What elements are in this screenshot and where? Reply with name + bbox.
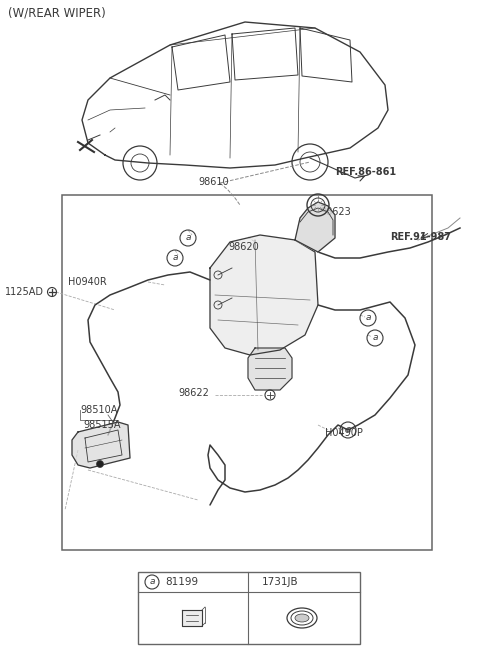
- Text: 98510A: 98510A: [80, 405, 118, 415]
- Bar: [138, 572, 360, 644]
- Polygon shape: [210, 235, 318, 355]
- Text: H0490P: H0490P: [325, 428, 363, 438]
- Text: 98610: 98610: [198, 177, 228, 187]
- Text: a: a: [345, 426, 351, 434]
- Text: REF.86-861: REF.86-861: [335, 167, 396, 177]
- Text: 81199: 81199: [165, 577, 198, 587]
- Text: a: a: [149, 578, 155, 587]
- Text: 1125AD: 1125AD: [5, 287, 44, 297]
- Text: a: a: [172, 254, 178, 263]
- Text: 98515A: 98515A: [83, 420, 120, 430]
- Text: 98620: 98620: [228, 242, 259, 252]
- Text: 1731JB: 1731JB: [262, 577, 299, 587]
- Polygon shape: [72, 422, 130, 468]
- Text: 98623: 98623: [320, 207, 351, 217]
- Text: (W/REAR WIPER): (W/REAR WIPER): [8, 7, 106, 20]
- Polygon shape: [182, 610, 202, 626]
- Text: H0940R: H0940R: [68, 277, 107, 287]
- Polygon shape: [295, 202, 335, 252]
- Ellipse shape: [295, 614, 309, 622]
- Text: REF.91-987: REF.91-987: [390, 232, 451, 242]
- Bar: [62, 195, 432, 550]
- Circle shape: [96, 461, 104, 468]
- Text: a: a: [372, 334, 378, 342]
- Text: 98622: 98622: [178, 388, 209, 398]
- Text: a: a: [185, 233, 191, 242]
- Polygon shape: [248, 348, 292, 390]
- Text: a: a: [365, 313, 371, 323]
